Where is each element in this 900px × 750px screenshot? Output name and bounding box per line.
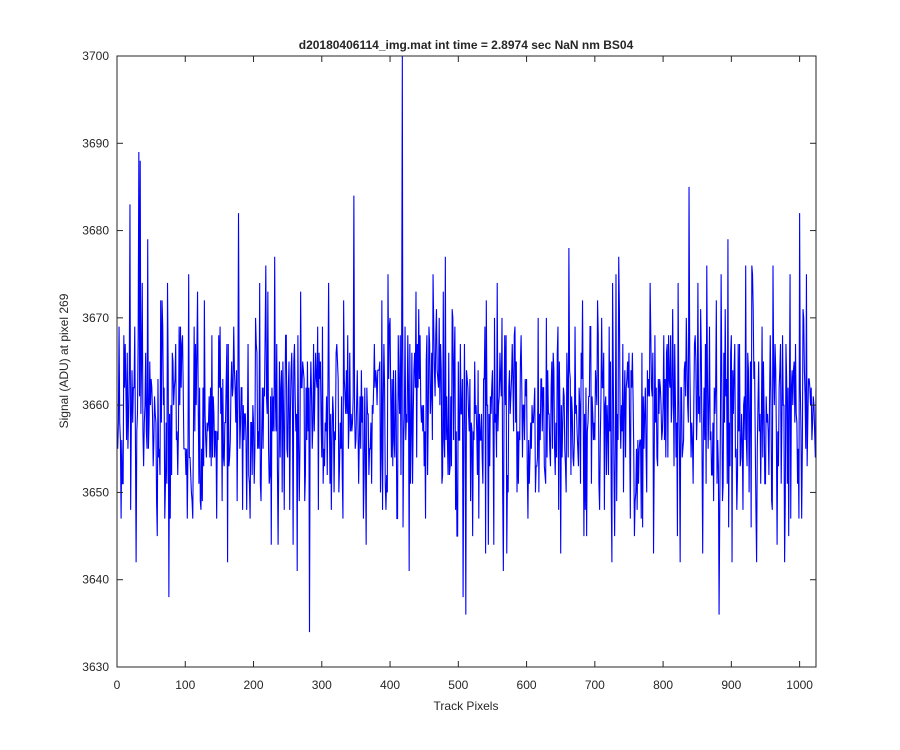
x-tick-label: 400 — [380, 678, 400, 692]
y-tick-label: 3650 — [82, 485, 109, 499]
y-tick-label: 3690 — [82, 136, 109, 150]
axes-box — [116, 55, 817, 668]
x-axis-ticks: 0 100 200 300 400 500 600 700 800 900 1000 — [114, 56, 813, 692]
x-tick-label: 1000 — [786, 678, 813, 692]
x-tick-label: 800 — [653, 678, 673, 692]
x-tick-label: 600 — [517, 678, 537, 692]
x-tick-label: 900 — [721, 678, 741, 692]
series-layer — [117, 55, 817, 633]
y-tick-label: 3630 — [82, 660, 109, 674]
y-axis-ticks: 3630 3640 3650 3660 3670 3680 3690 3700 — [82, 49, 816, 674]
y-axis-label: Signal (ADU) at pixel 269 — [57, 293, 71, 428]
x-tick-label: 200 — [244, 678, 264, 692]
y-tick-label: 3660 — [82, 398, 109, 412]
y-tick-label: 3670 — [82, 311, 109, 325]
chart-title: d20180406114_img.mat int time = 2.8974 s… — [299, 38, 634, 52]
x-tick-label: 300 — [312, 678, 332, 692]
series-line — [117, 55, 817, 633]
x-tick-label: 700 — [585, 678, 605, 692]
y-tick-label: 3640 — [82, 573, 109, 587]
x-tick-label: 0 — [114, 678, 121, 692]
plot-area-background — [117, 56, 816, 667]
x-tick-label: 100 — [175, 678, 195, 692]
x-tick-label: 500 — [448, 678, 468, 692]
x-axis-label: Track Pixels — [434, 699, 499, 713]
y-tick-label: 3680 — [82, 224, 109, 238]
y-tick-label: 3700 — [82, 49, 109, 63]
